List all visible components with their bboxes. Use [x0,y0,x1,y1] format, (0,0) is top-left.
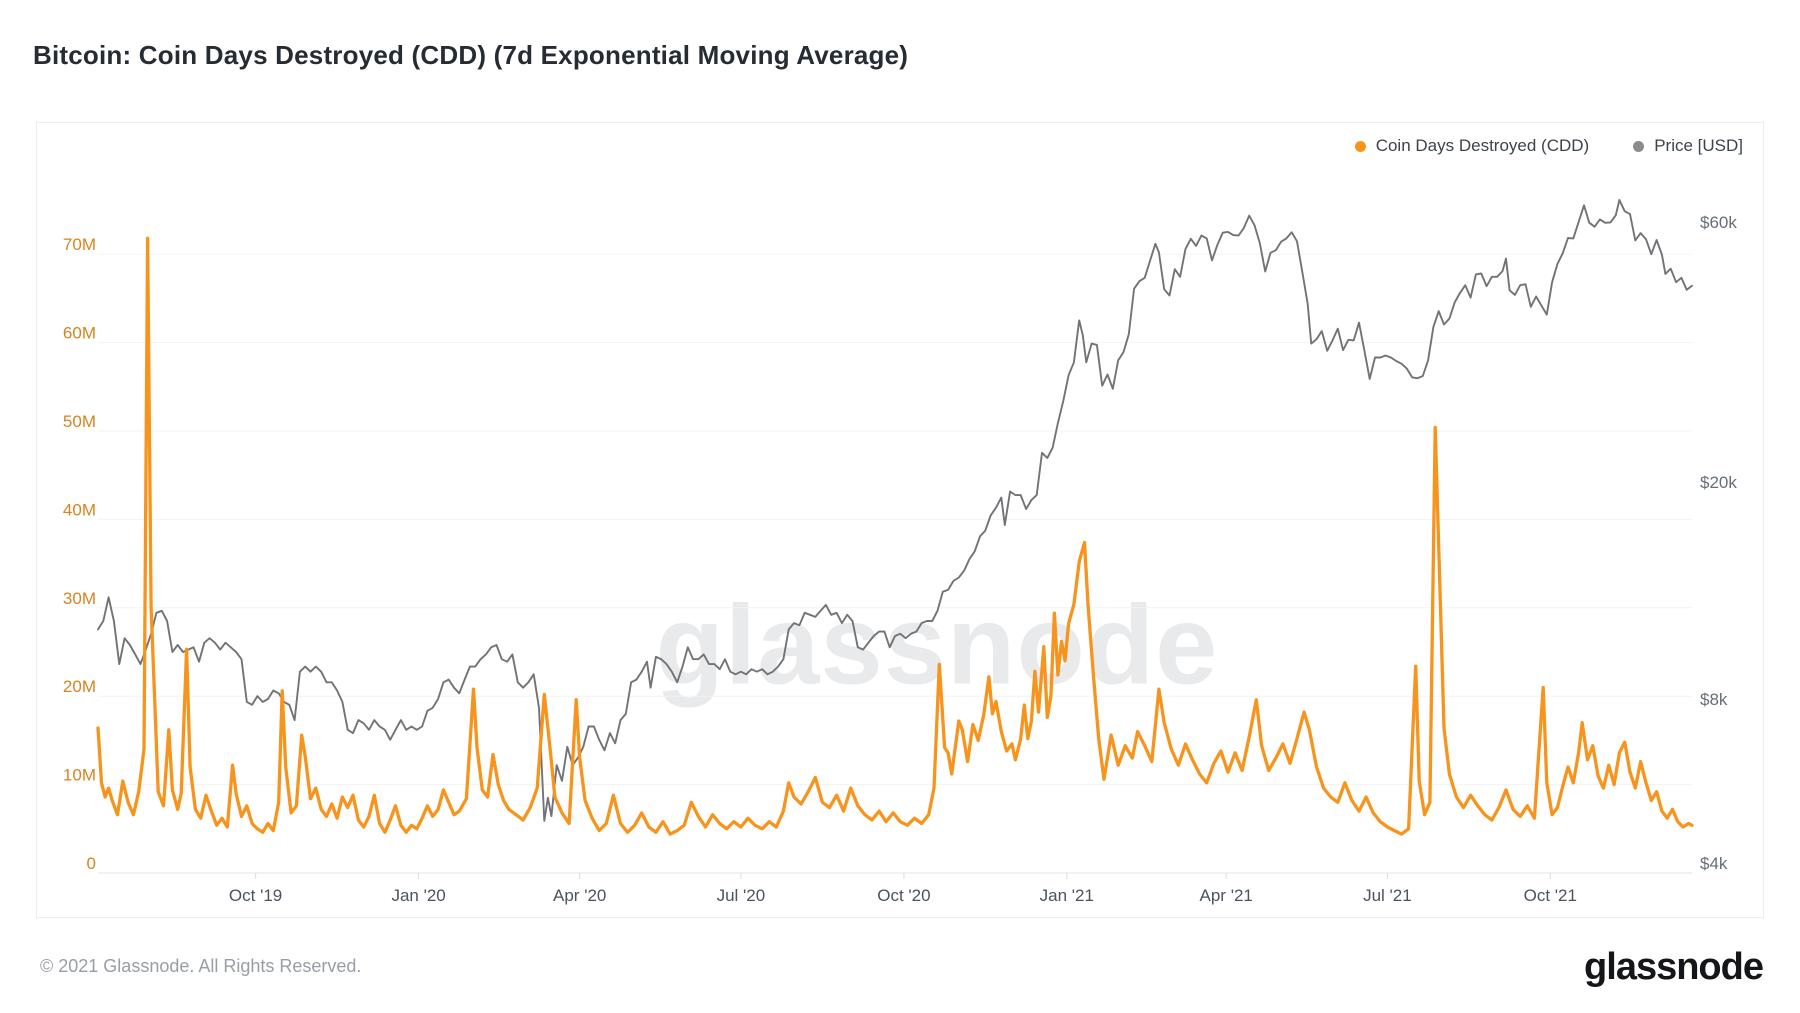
x-tick-Oct '21: Oct '21 [1524,886,1577,905]
y-left-tick-70M: 70M [63,235,96,254]
price-series-line [97,199,1693,822]
x-tick-Jan '20: Jan '20 [391,886,445,905]
x-tick-Jul '20: Jul '20 [717,886,766,905]
y-left-tick-60M: 60M [63,324,96,343]
legend-label-cdd: Coin Days Destroyed (CDD) [1375,136,1590,155]
y-right-tick-$4k: $4k [1700,854,1728,873]
x-tick-Apr '21: Apr '21 [1200,886,1253,905]
y-right-tick-$60k: $60k [1700,213,1737,232]
glassnode-logo: glassnode [1584,946,1764,988]
legend: Coin Days Destroyed (CDD) Price [USD] [1354,136,1743,156]
y-left-tick-30M: 30M [63,589,96,608]
y-left-tick-50M: 50M [63,412,96,431]
y-right-tick-$20k: $20k [1700,473,1737,492]
legend-item-price[interactable]: Price [USD] [1633,136,1743,156]
y-right-tick-$8k: $8k [1700,690,1728,709]
y-left-tick-10M: 10M [63,766,96,785]
x-tick-Oct '19: Oct '19 [229,886,282,905]
legend-marker-cdd-icon [1354,140,1366,152]
legend-marker-price-icon [1633,140,1645,152]
y-left-tick-20M: 20M [63,677,96,696]
x-tick-Apr '20: Apr '20 [553,886,606,905]
legend-label-price: Price [USD] [1654,136,1743,155]
x-tick-Jan '21: Jan '21 [1040,886,1094,905]
cdd-series-line [96,236,1694,836]
y-left-tick-0: 0 [87,854,96,873]
legend-item-cdd[interactable]: Coin Days Destroyed (CDD) [1354,136,1590,156]
footer-copyright: © 2021 Glassnode. All Rights Reserved. [40,956,362,976]
y-left-tick-40M: 40M [63,500,96,519]
x-tick-Jul '21: Jul '21 [1363,886,1412,905]
page-title: Bitcoin: Coin Days Destroyed (CDD) (7d E… [33,40,909,70]
watermark: glassnode [655,582,1219,708]
x-tick-Oct '20: Oct '20 [877,886,930,905]
